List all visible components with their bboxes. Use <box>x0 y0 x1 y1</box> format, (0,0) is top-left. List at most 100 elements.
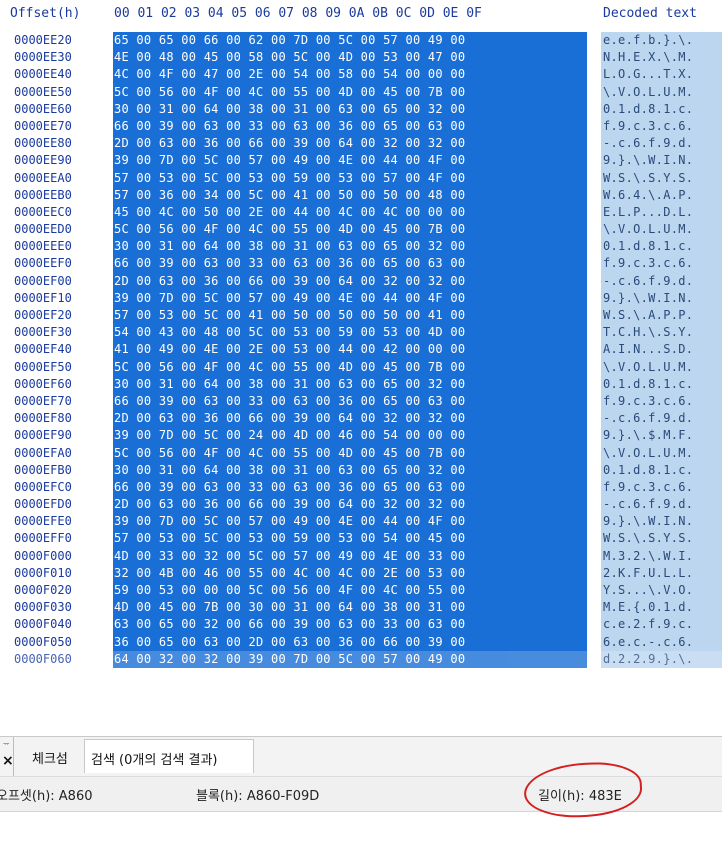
row-hex-bytes[interactable]: 30 00 31 00 64 00 38 00 31 00 63 00 65 0… <box>113 375 587 393</box>
tab-search-results[interactable]: 검색 (0개의 검색 결과) <box>84 739 254 773</box>
row-hex-bytes[interactable]: 57 00 53 00 5C 00 53 00 59 00 53 00 54 0… <box>113 530 587 548</box>
row-decoded-text[interactable]: 0.1.d.8.1.c. <box>601 461 722 479</box>
hex-row[interactable]: 0000EF50 5C 00 56 00 4F 00 4C 00 55 00 4D… <box>0 358 722 376</box>
row-decoded-text[interactable]: M.E.{.0.1.d. <box>601 599 722 617</box>
row-decoded-text[interactable]: \.V.O.L.U.M. <box>601 83 722 101</box>
hex-row[interactable]: 0000EF00 2D 00 63 00 36 00 66 00 39 00 64… <box>0 272 722 290</box>
row-hex-bytes[interactable]: 36 00 65 00 63 00 2D 00 63 00 36 00 66 0… <box>113 633 587 651</box>
row-decoded-text[interactable]: \.V.O.L.U.M. <box>601 444 722 462</box>
row-decoded-text[interactable]: f.9.c.3.c.6. <box>601 117 722 136</box>
hex-row[interactable]: 0000EEF0 66 00 39 00 63 00 33 00 63 00 36… <box>0 255 722 273</box>
row-hex-bytes[interactable]: 39 00 7D 00 5C 00 57 00 49 00 4E 00 44 0… <box>113 289 587 307</box>
row-decoded-text[interactable]: d.2.2.9.}.\. <box>601 650 722 668</box>
row-hex-bytes[interactable]: 65 00 65 00 66 00 62 00 7D 00 5C 00 57 0… <box>113 32 587 50</box>
hex-row[interactable]: 0000EE90 39 00 7D 00 5C 00 57 00 49 00 4E… <box>0 152 722 170</box>
hex-row[interactable]: 0000F040 63 00 65 00 32 00 66 00 39 00 63… <box>0 616 722 634</box>
row-decoded-text[interactable]: f.9.c.3.c.6. <box>601 392 722 411</box>
row-hex-bytes[interactable]: 64 00 32 00 32 00 39 00 7D 00 5C 00 57 0… <box>113 650 587 668</box>
row-decoded-text[interactable]: 6.e.c.-.c.6. <box>601 633 722 651</box>
hex-row[interactable]: 0000EFB0 30 00 31 00 64 00 38 00 31 00 63… <box>0 461 722 479</box>
row-hex-bytes[interactable]: 4C 00 4F 00 47 00 2E 00 54 00 58 00 54 0… <box>113 66 587 84</box>
row-decoded-text[interactable]: f.9.c.3.c.6. <box>601 255 722 273</box>
row-decoded-text[interactable]: 9.}.\.W.I.N. <box>601 513 722 531</box>
row-decoded-text[interactable]: 0.1.d.8.1.c. <box>601 100 722 118</box>
hex-row[interactable]: 0000F060 64 00 32 00 32 00 39 00 7D 00 5C… <box>0 650 722 668</box>
row-decoded-text[interactable]: -.c.6.f.9.d. <box>601 410 722 428</box>
row-hex-bytes[interactable]: 2D 00 63 00 36 00 66 00 39 00 64 00 32 0… <box>113 410 587 428</box>
hex-row[interactable]: 0000EF60 30 00 31 00 64 00 38 00 31 00 63… <box>0 375 722 393</box>
row-hex-bytes[interactable]: 5C 00 56 00 4F 00 4C 00 55 00 4D 00 45 0… <box>113 221 587 239</box>
row-hex-bytes[interactable]: 66 00 39 00 63 00 33 00 63 00 36 00 65 0… <box>113 117 587 136</box>
hex-row[interactable]: 0000EF90 39 00 7D 00 5C 00 24 00 4D 00 46… <box>0 427 722 445</box>
row-decoded-text[interactable]: 9.}.\.W.I.N. <box>601 289 722 307</box>
row-hex-bytes[interactable]: 59 00 53 00 00 00 5C 00 56 00 4F 00 4C 0… <box>113 582 587 600</box>
row-hex-bytes[interactable]: 2D 00 63 00 36 00 66 00 39 00 64 00 32 0… <box>113 496 587 514</box>
hex-row[interactable]: 0000EEA0 57 00 53 00 5C 00 53 00 59 00 53… <box>0 169 722 187</box>
tab-checksum[interactable]: 체크섬 <box>14 739 84 773</box>
row-decoded-text[interactable]: 0.1.d.8.1.c. <box>601 375 722 393</box>
hex-row[interactable]: 0000F030 4D 00 45 00 7B 00 30 00 31 00 64… <box>0 599 722 617</box>
hex-row[interactable]: 0000EE70 66 00 39 00 63 00 33 00 63 00 36… <box>0 117 722 136</box>
row-hex-bytes[interactable]: 63 00 65 00 32 00 66 00 39 00 63 00 33 0… <box>113 616 587 634</box>
row-decoded-text[interactable]: c.e.2.f.9.c. <box>601 616 722 634</box>
hex-row[interactable]: 0000EFD0 2D 00 63 00 36 00 66 00 39 00 64… <box>0 496 722 514</box>
row-hex-bytes[interactable]: 57 00 36 00 34 00 5C 00 41 00 50 00 50 0… <box>113 186 587 204</box>
row-hex-bytes[interactable]: 54 00 43 00 48 00 5C 00 53 00 59 00 53 0… <box>113 324 587 342</box>
row-decoded-text[interactable]: W.S.\.S.Y.S. <box>601 530 722 548</box>
hex-row[interactable]: 0000EFE0 39 00 7D 00 5C 00 57 00 49 00 4E… <box>0 513 722 531</box>
row-decoded-text[interactable]: N.H.E.X.\.M. <box>601 49 722 67</box>
row-hex-bytes[interactable]: 30 00 31 00 64 00 38 00 31 00 63 00 65 0… <box>113 461 587 479</box>
row-decoded-text[interactable]: -.c.6.f.9.d. <box>601 272 722 290</box>
row-decoded-text[interactable]: L.O.G...T.X. <box>601 66 722 84</box>
hex-row[interactable]: 0000EEC0 45 00 4C 00 50 00 2E 00 44 00 4C… <box>0 203 722 222</box>
row-decoded-text[interactable]: Y.S...\.V.O. <box>601 582 722 600</box>
row-hex-bytes[interactable]: 39 00 7D 00 5C 00 57 00 49 00 4E 00 44 0… <box>113 513 587 531</box>
row-decoded-text[interactable]: 9.}.\.W.I.N. <box>601 152 722 170</box>
pin-icon[interactable]: ᅲ <box>3 740 10 748</box>
row-hex-bytes[interactable]: 30 00 31 00 64 00 38 00 31 00 63 00 65 0… <box>113 100 587 118</box>
hex-row[interactable]: 0000EF10 39 00 7D 00 5C 00 57 00 49 00 4E… <box>0 289 722 307</box>
row-decoded-text[interactable]: 2.K.F.U.L.L. <box>601 564 722 582</box>
hex-row[interactable]: 0000EE50 5C 00 56 00 4F 00 4C 00 55 00 4D… <box>0 83 722 101</box>
row-decoded-text[interactable]: \.V.O.L.U.M. <box>601 221 722 239</box>
hex-row[interactable]: 0000EE20 65 00 65 00 66 00 62 00 7D 00 5C… <box>0 32 722 50</box>
hex-row[interactable]: 0000EE60 30 00 31 00 64 00 38 00 31 00 63… <box>0 100 722 118</box>
hex-row[interactable]: 0000F000 4D 00 33 00 32 00 5C 00 57 00 49… <box>0 547 722 565</box>
hex-row[interactable]: 0000EF20 57 00 53 00 5C 00 41 00 50 00 50… <box>0 307 722 325</box>
row-decoded-text[interactable]: T.C.H.\.S.Y. <box>601 324 722 342</box>
row-hex-bytes[interactable]: 30 00 31 00 64 00 38 00 31 00 63 00 65 0… <box>113 238 587 256</box>
hex-row[interactable]: 0000EF70 66 00 39 00 63 00 33 00 63 00 36… <box>0 392 722 411</box>
row-decoded-text[interactable]: W.S.\.S.Y.S. <box>601 169 722 187</box>
hex-row[interactable]: 0000EFA0 5C 00 56 00 4F 00 4C 00 55 00 4D… <box>0 444 722 462</box>
hex-row[interactable]: 0000EEB0 57 00 36 00 34 00 5C 00 41 00 50… <box>0 186 722 204</box>
hex-row[interactable]: 0000EE40 4C 00 4F 00 47 00 2E 00 54 00 58… <box>0 66 722 84</box>
row-hex-bytes[interactable]: 5C 00 56 00 4F 00 4C 00 55 00 4D 00 45 0… <box>113 358 587 376</box>
row-hex-bytes[interactable]: 5C 00 56 00 4F 00 4C 00 55 00 4D 00 45 0… <box>113 444 587 462</box>
row-decoded-text[interactable]: W.6.4.\.A.P. <box>601 186 722 204</box>
row-decoded-text[interactable]: 9.}.\.$.M.F. <box>601 427 722 445</box>
row-decoded-text[interactable]: M.3.2.\.W.I. <box>601 547 722 565</box>
row-hex-bytes[interactable]: 39 00 7D 00 5C 00 24 00 4D 00 46 00 54 0… <box>113 427 587 445</box>
hex-row[interactable]: 0000EE80 2D 00 63 00 36 00 66 00 39 00 64… <box>0 135 722 153</box>
row-hex-bytes[interactable]: 41 00 49 00 4E 00 2E 00 53 00 44 00 42 0… <box>113 341 587 359</box>
hex-row[interactable]: 0000EE30 4E 00 48 00 45 00 58 00 5C 00 4D… <box>0 49 722 67</box>
hex-row[interactable]: 0000EF30 54 00 43 00 48 00 5C 00 53 00 59… <box>0 324 722 342</box>
row-decoded-text[interactable]: e.e.f.b.}.\. <box>601 32 722 50</box>
hex-row[interactable]: 0000EFF0 57 00 53 00 5C 00 53 00 59 00 53… <box>0 530 722 548</box>
row-hex-bytes[interactable]: 4D 00 33 00 32 00 5C 00 57 00 49 00 4E 0… <box>113 547 587 565</box>
row-decoded-text[interactable]: E.L.P...D.L. <box>601 203 722 222</box>
close-icon[interactable]: × <box>2 753 14 769</box>
hex-row[interactable]: 0000F010 32 00 4B 00 46 00 55 00 4C 00 4C… <box>0 564 722 582</box>
row-hex-bytes[interactable]: 4D 00 45 00 7B 00 30 00 31 00 64 00 38 0… <box>113 599 587 617</box>
hex-row[interactable]: 0000EFC0 66 00 39 00 63 00 33 00 63 00 36… <box>0 478 722 497</box>
row-decoded-text[interactable]: f.9.c.3.c.6. <box>601 478 722 497</box>
hex-row[interactable]: 0000EEE0 30 00 31 00 64 00 38 00 31 00 63… <box>0 238 722 256</box>
row-decoded-text[interactable]: 0.1.d.8.1.c. <box>601 238 722 256</box>
row-hex-bytes[interactable]: 4E 00 48 00 45 00 58 00 5C 00 4D 00 53 0… <box>113 49 587 67</box>
row-hex-bytes[interactable]: 57 00 53 00 5C 00 53 00 59 00 53 00 57 0… <box>113 169 587 187</box>
row-hex-bytes[interactable]: 2D 00 63 00 36 00 66 00 39 00 64 00 32 0… <box>113 272 587 290</box>
row-hex-bytes[interactable]: 32 00 4B 00 46 00 55 00 4C 00 4C 00 2E 0… <box>113 564 587 582</box>
hex-editor-grid[interactable]: 0000EE20 65 00 65 00 66 00 62 00 7D 00 5C… <box>0 32 722 736</box>
row-hex-bytes[interactable]: 39 00 7D 00 5C 00 57 00 49 00 4E 00 44 0… <box>113 152 587 170</box>
row-hex-bytes[interactable]: 66 00 39 00 63 00 33 00 63 00 36 00 65 0… <box>113 392 587 411</box>
